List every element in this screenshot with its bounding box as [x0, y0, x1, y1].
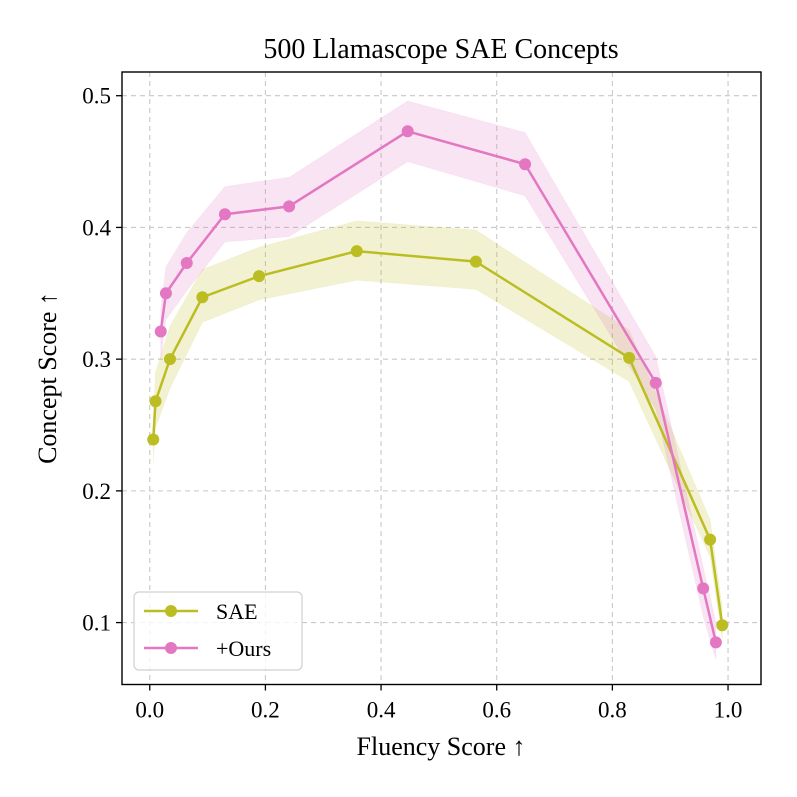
grid-layer	[122, 72, 761, 685]
y-axis-label: Concept Score ↑	[33, 292, 62, 464]
legend-label-ours: +Ours	[216, 636, 271, 661]
chart-title: 500 Llamascope SAE Concepts	[263, 34, 618, 65]
y-tick-label: 0.4	[82, 215, 111, 240]
point-sae	[716, 619, 729, 632]
point-sae	[623, 351, 636, 364]
point-sae	[149, 395, 162, 408]
point-ours	[401, 125, 414, 138]
x-tick-label: 0.8	[598, 698, 627, 723]
legend-marker-sae	[165, 605, 177, 617]
point-sae	[196, 291, 209, 304]
point-ours	[649, 376, 662, 389]
x-tick-label: 0.6	[482, 698, 511, 723]
band-layer	[152, 100, 723, 660]
x-tick-label: 0.2	[251, 698, 280, 723]
point-ours	[697, 582, 710, 595]
point-ours	[283, 200, 296, 213]
point-ours	[218, 208, 231, 221]
point-sae	[147, 433, 160, 446]
point-sae	[163, 353, 176, 366]
point-ours	[180, 256, 193, 269]
x-tick-label: 0.4	[367, 698, 396, 723]
point-ours	[519, 158, 532, 171]
x-axis-label: Fluency Score ↑	[357, 732, 526, 761]
y-tick-label: 0.2	[82, 479, 111, 504]
line-sae	[151, 249, 724, 626]
tick-layer: 0.0 0.2 0.4 0.6 0.8 1.0 0.1 0.2 0.3 0.4 0.5	[82, 84, 742, 723]
point-sae	[704, 533, 717, 546]
point-ours	[159, 287, 172, 300]
y-tick-label: 0.3	[82, 347, 111, 372]
point-ours	[709, 636, 722, 649]
y-tick-label: 0.5	[82, 84, 111, 109]
point-sae	[253, 270, 266, 283]
legend: SAE +Ours	[133, 591, 303, 671]
y-tick-label: 0.1	[82, 611, 111, 636]
line-ours	[159, 130, 718, 643]
legend-marker-ours	[165, 642, 177, 654]
point-ours	[154, 325, 167, 338]
x-tick-label: 1.0	[714, 698, 743, 723]
band-ours	[160, 100, 717, 660]
plot-frame	[121, 71, 762, 686]
x-tick-label: 0.0	[135, 698, 164, 723]
point-sae	[469, 255, 482, 268]
point-sae	[350, 245, 363, 258]
line-layer	[147, 125, 729, 649]
legend-label-sae: SAE	[216, 599, 258, 624]
